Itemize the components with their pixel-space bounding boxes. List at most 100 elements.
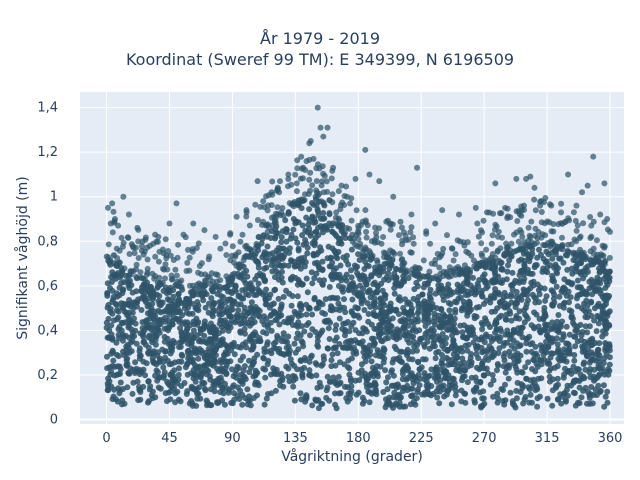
chart-subtitle: Koordinat (Sweref 99 TM): E 349399, N 61…	[125, 50, 515, 69]
data-point	[209, 278, 216, 285]
data-point	[531, 325, 537, 332]
data-point	[117, 274, 124, 281]
data-point	[268, 311, 275, 318]
data-point	[272, 274, 278, 281]
data-point	[372, 268, 379, 275]
outlier-point	[513, 175, 520, 182]
data-point	[215, 342, 222, 349]
data-point	[556, 293, 563, 300]
data-point	[433, 364, 440, 371]
data-point	[601, 355, 608, 362]
data-point	[542, 297, 549, 304]
data-point	[186, 254, 193, 261]
data-point	[506, 348, 513, 355]
outlier-point	[362, 146, 369, 153]
data-point	[228, 290, 235, 297]
data-point	[490, 294, 497, 301]
data-point	[577, 246, 583, 253]
data-point	[295, 245, 302, 252]
data-point	[597, 389, 604, 395]
data-point	[115, 314, 122, 321]
data-point	[564, 266, 571, 273]
data-point	[343, 225, 350, 231]
data-point	[543, 332, 550, 339]
data-point	[302, 357, 309, 364]
data-point	[199, 291, 205, 298]
data-point	[501, 401, 508, 408]
data-point	[109, 229, 116, 236]
data-point	[126, 251, 133, 257]
data-point	[332, 214, 339, 221]
data-point	[239, 380, 246, 387]
data-point	[370, 281, 377, 288]
data-point	[315, 405, 322, 412]
data-point	[507, 389, 514, 396]
data-point	[179, 334, 186, 341]
data-point	[113, 307, 120, 314]
data-point	[392, 334, 399, 341]
data-point	[317, 244, 324, 251]
data-point	[550, 228, 557, 235]
data-point	[401, 308, 408, 315]
data-point	[602, 273, 609, 280]
data-point	[410, 234, 417, 241]
data-point	[166, 289, 173, 296]
data-point	[150, 289, 156, 296]
data-point	[293, 335, 300, 342]
data-point	[474, 220, 481, 227]
outlier-point	[134, 224, 141, 231]
data-point	[572, 368, 579, 375]
data-point	[149, 339, 156, 346]
data-point	[179, 286, 186, 293]
data-point	[202, 277, 208, 284]
data-point	[451, 320, 457, 327]
data-point	[582, 384, 589, 391]
data-point	[498, 386, 505, 392]
outlier-point	[285, 171, 292, 178]
data-point	[595, 382, 602, 389]
data-point	[500, 363, 507, 370]
data-point	[136, 345, 143, 352]
data-point	[336, 315, 343, 322]
data-point	[363, 380, 370, 387]
data-point	[584, 302, 591, 309]
data-point	[262, 277, 268, 283]
data-point	[547, 241, 554, 248]
data-point	[139, 275, 146, 282]
data-point	[454, 237, 461, 244]
data-point	[564, 279, 571, 286]
data-point	[454, 281, 461, 288]
data-point	[245, 397, 252, 404]
data-point	[527, 391, 534, 398]
data-point	[471, 315, 478, 322]
data-point	[525, 224, 532, 231]
data-point	[602, 323, 609, 330]
data-point	[334, 382, 341, 388]
data-point	[374, 373, 381, 380]
data-point	[521, 307, 528, 314]
data-point	[168, 272, 175, 279]
outlier-point	[376, 178, 383, 185]
data-point	[560, 331, 567, 338]
data-point	[509, 269, 516, 276]
data-point	[235, 307, 242, 314]
data-point	[150, 330, 157, 337]
data-point	[439, 331, 446, 337]
data-point	[368, 272, 375, 279]
data-point	[336, 390, 343, 397]
data-point	[292, 220, 299, 227]
data-point	[335, 221, 342, 228]
data-point	[301, 364, 308, 371]
data-point	[415, 308, 422, 315]
data-point	[410, 240, 417, 247]
data-point	[137, 396, 144, 403]
data-point	[172, 266, 179, 273]
data-point	[240, 257, 247, 264]
outlier-point	[222, 240, 229, 247]
data-point	[357, 276, 364, 283]
data-point	[464, 312, 471, 319]
data-point	[332, 249, 339, 256]
data-point	[606, 268, 613, 275]
data-point	[363, 228, 370, 235]
data-point	[383, 218, 390, 225]
